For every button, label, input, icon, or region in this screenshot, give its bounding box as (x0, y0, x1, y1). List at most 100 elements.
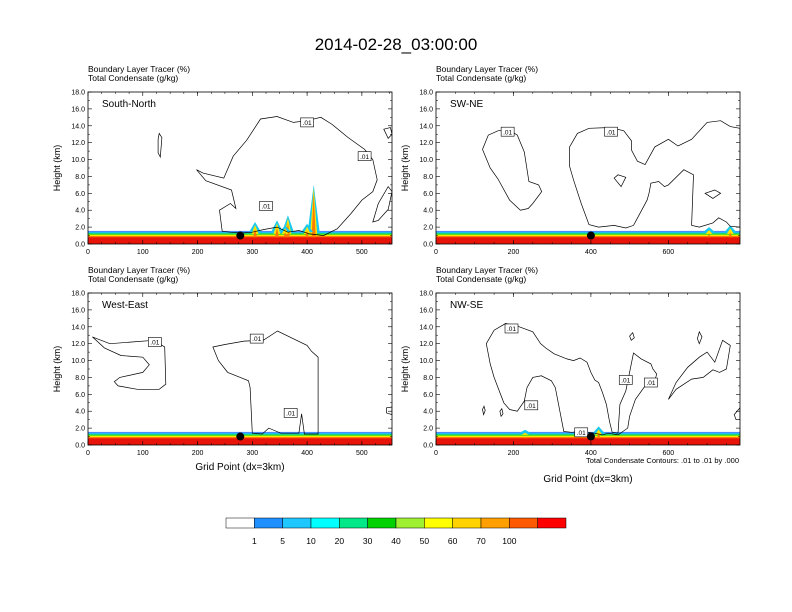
contour-label: .01 (607, 129, 616, 136)
colorbar-swatch (367, 517, 397, 529)
x-tick-label: 100 (137, 249, 149, 256)
y-tick-label: 4.0 (75, 208, 85, 215)
tracer-plume-mid (726, 228, 734, 234)
tracer-plume-outer (703, 227, 716, 233)
colorbar-swatch (537, 517, 567, 529)
panel-sw-ne: Boundary Layer Tracer (%)Total Condensat… (400, 64, 741, 256)
colorbar-label: 100 (502, 536, 516, 546)
y-tick-label: 6.0 (423, 392, 433, 399)
condensate-contour (629, 332, 635, 341)
condensate-contour (372, 185, 392, 223)
colorbar: 1 5 10 20 30 40 50 60 70 100 (225, 517, 567, 546)
tracer-band-red (88, 237, 392, 244)
panel-label: NW-SE (450, 300, 483, 311)
y-tick-label: 14.0 (419, 123, 433, 130)
contour-label: .01 (503, 129, 512, 136)
condensate-contour-note: Total Condensate Contours: .01 to .01 by… (586, 456, 739, 465)
y-tick-label: 18.0 (419, 291, 433, 298)
colorbar-label: 40 (391, 536, 401, 546)
contour-label: .01 (286, 411, 295, 418)
tracer-plume-core (274, 227, 279, 238)
y-tick-label: 18.0 (419, 90, 433, 97)
x-tick-label: 200 (192, 249, 204, 256)
x-tick-label: 0 (434, 249, 438, 256)
y-tick-label: 2.0 (75, 426, 85, 433)
subtitle-condensate: Total Condensate (g/kg) (88, 73, 178, 83)
y-tick-label: 2.0 (75, 225, 85, 232)
panel-nw-se: Boundary Layer Tracer (%)Total Condensat… (400, 265, 741, 485)
panel-label: West-East (102, 300, 148, 311)
contour-label-box (644, 377, 658, 388)
panel-west-east: Boundary Layer Tracer (%)Total Condensat… (52, 265, 393, 473)
tracer-plume-mid (303, 226, 311, 234)
contour-label: .01 (507, 326, 516, 333)
condensate-contour (482, 128, 543, 211)
y-tick-label: 18.0 (71, 291, 85, 298)
x-tick-label: 400 (585, 249, 597, 256)
contour-label-box (618, 375, 633, 385)
y-tick-label: 0.0 (75, 242, 85, 249)
plot-area: .01 .01 (436, 120, 740, 244)
subtitle-tracer: Boundary Layer Tracer (%) (436, 64, 538, 74)
condensate-contour (485, 323, 658, 436)
condensate-contour (157, 132, 163, 159)
x-tick-label: 400 (301, 450, 313, 457)
location-marker (236, 231, 245, 240)
colorbar-swatch (254, 517, 283, 529)
plot-frame (435, 292, 741, 446)
tracer-plume-core (311, 191, 316, 238)
tracer-band-red (88, 438, 392, 445)
y-tick-label: 10.0 (419, 157, 433, 164)
subtitle-condensate: Total Condensate (g/kg) (436, 274, 526, 284)
y-axis-label: Height (km) (400, 346, 410, 393)
y-tick-label: 12.0 (419, 341, 433, 348)
plot-frame (87, 292, 393, 446)
colorbar-swatch (395, 517, 425, 529)
contour-label-box (300, 117, 314, 128)
contour-label: .01 (252, 336, 261, 343)
y-tick-label: 10.0 (419, 358, 433, 365)
contour-label: .01 (577, 430, 586, 437)
contour-label: .01 (261, 204, 270, 211)
tracer-plume-outer (519, 429, 532, 434)
y-tick-label: 16.0 (71, 106, 85, 113)
y-tick-label: 0.0 (423, 242, 433, 249)
contour-label: .01 (621, 378, 630, 385)
tracer-plume-core (596, 433, 601, 439)
colorbar-label: 60 (448, 536, 458, 546)
colorbar-swatch (452, 517, 482, 529)
plot-area: .01 .01 .01 (88, 116, 392, 244)
x-tick-label: 200 (508, 249, 520, 256)
y-tick-label: 8.0 (423, 174, 433, 181)
y-axis-label: Height (km) (400, 145, 410, 192)
colorbar-swatch (282, 517, 312, 529)
contour-label-box (524, 400, 539, 411)
y-tick-label: 8.0 (423, 375, 433, 382)
tracer-plume-mid (521, 432, 529, 435)
y-tick-label: 14.0 (71, 123, 85, 130)
condensate-contour (92, 336, 167, 390)
y-tick-label: 12.0 (419, 140, 433, 147)
contour-label-box (604, 126, 618, 137)
y-tick-label: 12.0 (71, 341, 85, 348)
tracer-plume-core (253, 229, 258, 238)
x-tick-label: 200 (508, 450, 520, 457)
colorbar-swatch (509, 517, 538, 529)
y-tick-label: 2.0 (423, 426, 433, 433)
colorbar-swatch (225, 517, 255, 529)
plot-area: .01 .01 .01 (88, 330, 392, 445)
y-tick-label: 6.0 (75, 392, 85, 399)
panels-group: Boundary Layer Tracer (%) Total Condensat… (52, 64, 741, 485)
y-tick-label: 16.0 (71, 307, 85, 314)
x-tick-label: 200 (192, 450, 204, 457)
y-tick-label: 16.0 (419, 307, 433, 314)
x-tick-label: 0 (86, 450, 90, 457)
contour-label-box (283, 408, 298, 418)
contour-label-box (148, 337, 162, 347)
condensate-contour (569, 120, 740, 229)
x-tick-label: 100 (137, 450, 149, 457)
colorbar-label: 70 (476, 536, 486, 546)
colorbar-label: 10 (306, 536, 316, 546)
y-tick-label: 4.0 (423, 409, 433, 416)
